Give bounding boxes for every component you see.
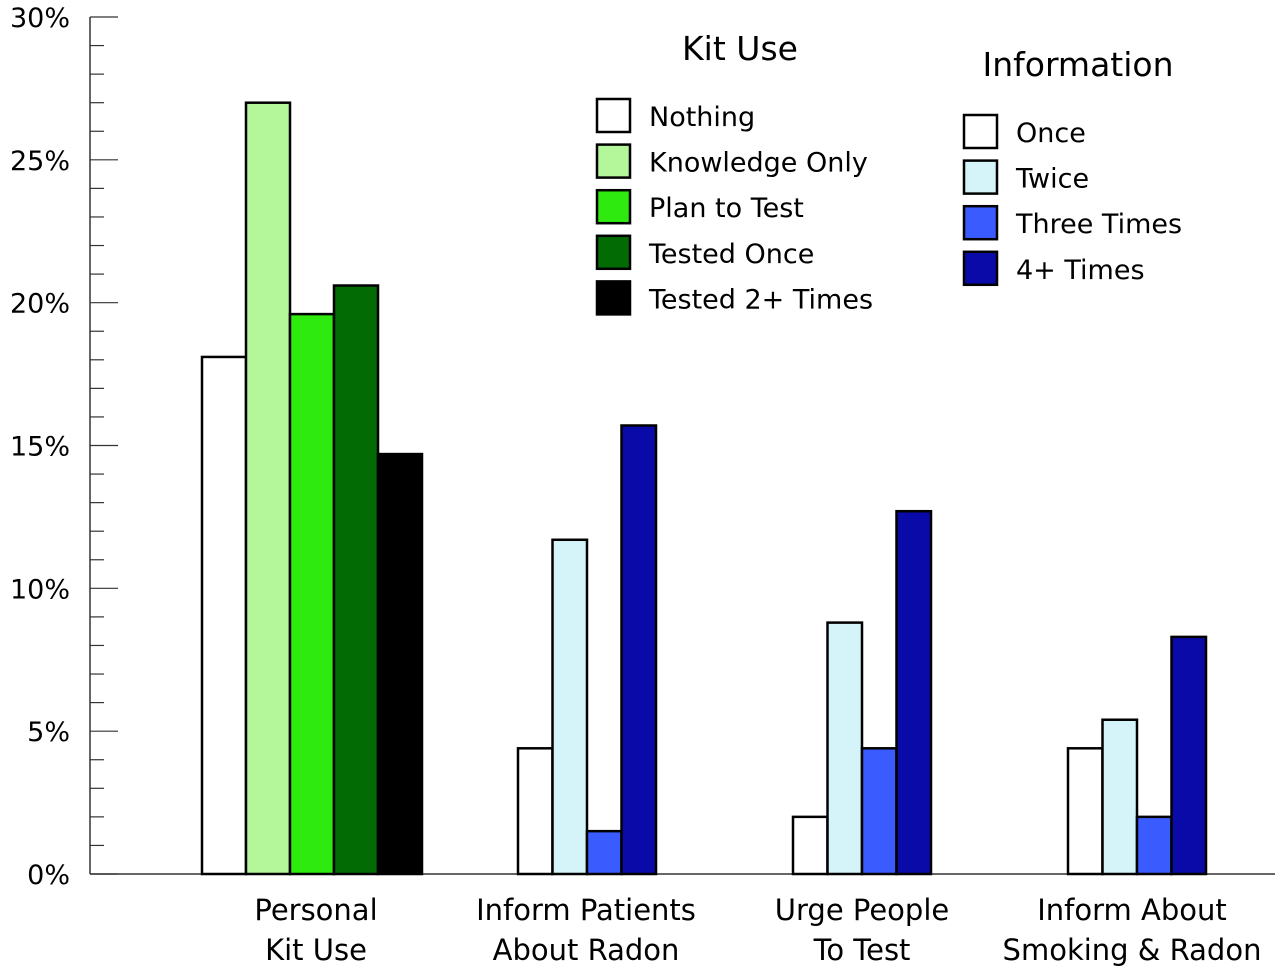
- category-label: Inform About: [1037, 893, 1227, 927]
- category-label: Inform Patients: [476, 893, 696, 927]
- category-label: To Test: [813, 933, 911, 967]
- bar-4-times: [895, 509, 933, 876]
- legend-swatch: [595, 188, 632, 225]
- legend-label: Twice: [1015, 164, 1089, 195]
- legend-information: Information Once Twice Three Times 4+ Times: [962, 45, 1182, 287]
- legend-label: Tested Once: [648, 239, 814, 270]
- legend-swatch: [962, 204, 999, 241]
- bar-twice: [1101, 718, 1139, 876]
- legend-kit-use: Kit Use Nothing Knowledge Only Plan to Test…: [595, 29, 873, 316]
- legend-swatch: [595, 97, 632, 134]
- legend-label: Tested 2+ Times: [648, 284, 873, 315]
- bars: [200, 101, 1208, 876]
- legend-title: Information: [982, 45, 1173, 84]
- bar-once: [791, 815, 829, 876]
- category-label: Kit Use: [265, 933, 367, 967]
- legend-label: Once: [1016, 118, 1086, 149]
- legend-swatch: [595, 280, 632, 316]
- legend-swatch: [962, 113, 999, 150]
- bar-tested-2-times: [376, 452, 424, 876]
- category-labels: Personal Kit Use Inform Patients About Rado…: [254, 893, 1261, 967]
- bar-plan-to-test: [288, 312, 336, 876]
- legend-swatch: [962, 250, 999, 287]
- category-label: Personal: [254, 893, 377, 927]
- legend-label: Nothing: [649, 102, 755, 133]
- legend-swatch: [595, 143, 632, 179]
- bar-twice: [551, 538, 589, 876]
- y-tick-label: 0%: [27, 860, 70, 891]
- category-label: Smoking & Radon: [1003, 933, 1262, 967]
- y-axis: 0% 5% 10% 15% 20% 25% 30%: [10, 3, 118, 891]
- legend-swatch: [962, 159, 999, 195]
- bar-once: [1066, 747, 1104, 876]
- y-tick-label: 30%: [10, 3, 70, 34]
- y-tick-label: 10%: [10, 574, 70, 605]
- category-label: About Radon: [493, 933, 680, 967]
- legend-swatch: [595, 234, 632, 271]
- category-label: Urge People: [775, 893, 949, 927]
- y-tick-label: 25%: [10, 146, 70, 177]
- legend-label: 4+ Times: [1016, 255, 1145, 286]
- y-tick-label: 15%: [10, 432, 70, 463]
- bar-4-times: [1170, 635, 1208, 876]
- bar-three-times: [1135, 815, 1173, 876]
- bar-knowledge-only: [244, 101, 292, 876]
- legend-label: Three Times: [1015, 209, 1182, 240]
- bar-twice: [826, 621, 864, 876]
- bar-once: [516, 747, 554, 876]
- bar-three-times: [585, 829, 623, 876]
- legend-title: Kit Use: [682, 29, 798, 68]
- y-tick-label: 20%: [10, 289, 70, 320]
- bar-tested-once: [332, 284, 380, 876]
- bar-4-times: [620, 424, 658, 876]
- bar-three-times: [860, 747, 898, 876]
- legend-label: Plan to Test: [649, 193, 804, 224]
- bar-nothing: [200, 355, 248, 876]
- y-tick-label: 5%: [27, 717, 70, 748]
- legend-label: Knowledge Only: [649, 148, 868, 179]
